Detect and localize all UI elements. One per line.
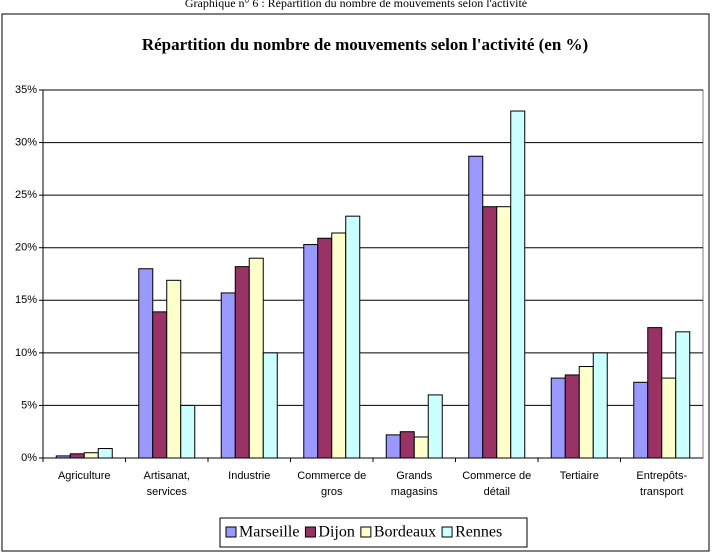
y-tick-label: 0%: [21, 452, 37, 464]
x-tick-label: Industrie: [228, 470, 271, 482]
bar: [248, 257, 264, 459]
bar: [345, 215, 361, 459]
bar: [633, 381, 649, 459]
legend-swatch: [225, 526, 237, 538]
x-tick-label: Agriculture: [57, 470, 111, 482]
bar: [675, 331, 691, 459]
bar: [661, 377, 677, 459]
bar: [317, 237, 333, 459]
bar: [385, 434, 401, 459]
bar: [550, 377, 566, 459]
bar: [262, 352, 278, 459]
y-tick-label: 5%: [21, 399, 37, 411]
legend-label: Rennes: [455, 524, 502, 541]
bar: [482, 206, 498, 459]
bar: [303, 244, 319, 459]
legend-swatch: [360, 526, 372, 538]
x-tick-label: Commerce de gros: [297, 470, 367, 498]
x-tick-label: Entrepôts- transport: [636, 470, 688, 498]
bar: [152, 311, 168, 459]
legend-swatch: [441, 526, 453, 538]
legend-label: Bordeaux: [374, 524, 436, 541]
bar: [138, 268, 154, 459]
bar: [180, 404, 196, 459]
bar: [647, 327, 663, 459]
bar: [331, 232, 347, 459]
y-tick-label: 35%: [15, 84, 37, 96]
y-tick-label: 10%: [15, 347, 37, 359]
bar: [592, 352, 608, 459]
bar: [578, 366, 594, 459]
x-tick-label: Artisanat, services: [143, 470, 190, 498]
legend-label: Marseille: [239, 524, 299, 541]
legend-label: Dijon: [318, 524, 354, 541]
bar: [69, 453, 85, 459]
y-tick-label: 20%: [15, 242, 37, 254]
x-tick-label: Tertiaire: [559, 470, 599, 482]
bar: [234, 266, 250, 459]
bar: [427, 394, 443, 459]
bar: [166, 279, 182, 459]
legend-swatch: [304, 526, 316, 538]
bar: [97, 448, 113, 459]
y-tick-label: 25%: [15, 189, 37, 201]
bar: [399, 431, 415, 459]
caption: Graphique n° 6 : Répartition du nombre d…: [185, 0, 527, 10]
bar: [413, 436, 429, 459]
bar: [83, 452, 99, 459]
bar: [564, 374, 580, 459]
bar: [510, 110, 526, 459]
bar: [496, 206, 512, 459]
x-tick-label: Grands magasins: [390, 470, 438, 498]
bar: [220, 292, 236, 459]
bar: [468, 155, 484, 459]
legend-box: [219, 517, 528, 548]
y-tick-label: 30%: [15, 136, 37, 148]
x-tick-label: Commerce de détail: [462, 470, 532, 498]
chart-title: Répartition du nombre de mouvements selo…: [142, 35, 588, 54]
y-tick-label: 15%: [15, 294, 37, 306]
